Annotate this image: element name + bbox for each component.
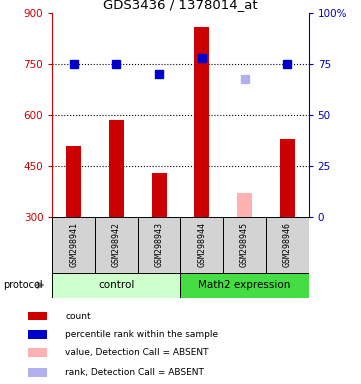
Text: GSM298944: GSM298944 (197, 222, 206, 267)
Bar (28, 368, 47, 377)
Text: protocol: protocol (4, 280, 43, 290)
Bar (237, 193, 252, 217)
Bar (28, 312, 47, 320)
Bar (280, 139, 295, 217)
Bar (95, 217, 138, 273)
Bar (194, 27, 209, 217)
Text: control: control (98, 280, 135, 290)
Bar (138, 217, 180, 273)
Bar (28, 330, 47, 339)
Text: GSM298942: GSM298942 (112, 222, 121, 267)
Bar (266, 217, 309, 273)
Bar (66, 146, 81, 217)
Bar (52, 217, 95, 273)
Bar (180, 217, 223, 273)
Text: GSM298945: GSM298945 (240, 222, 249, 267)
Text: GSM298941: GSM298941 (69, 222, 78, 267)
Text: GSM298946: GSM298946 (283, 222, 292, 267)
Bar (180, 273, 309, 298)
Text: Math2 expression: Math2 expression (199, 280, 291, 290)
Text: count: count (65, 312, 91, 321)
Bar (223, 217, 266, 273)
Text: rank, Detection Call = ABSENT: rank, Detection Call = ABSENT (65, 368, 204, 377)
Bar (152, 173, 167, 217)
Bar (52, 273, 180, 298)
Text: value, Detection Call = ABSENT: value, Detection Call = ABSENT (65, 348, 209, 357)
Text: GSM298943: GSM298943 (155, 222, 164, 267)
Text: percentile rank within the sample: percentile rank within the sample (65, 330, 218, 339)
Bar (28, 349, 47, 357)
Bar (109, 120, 124, 217)
Title: GDS3436 / 1378014_at: GDS3436 / 1378014_at (103, 0, 258, 11)
